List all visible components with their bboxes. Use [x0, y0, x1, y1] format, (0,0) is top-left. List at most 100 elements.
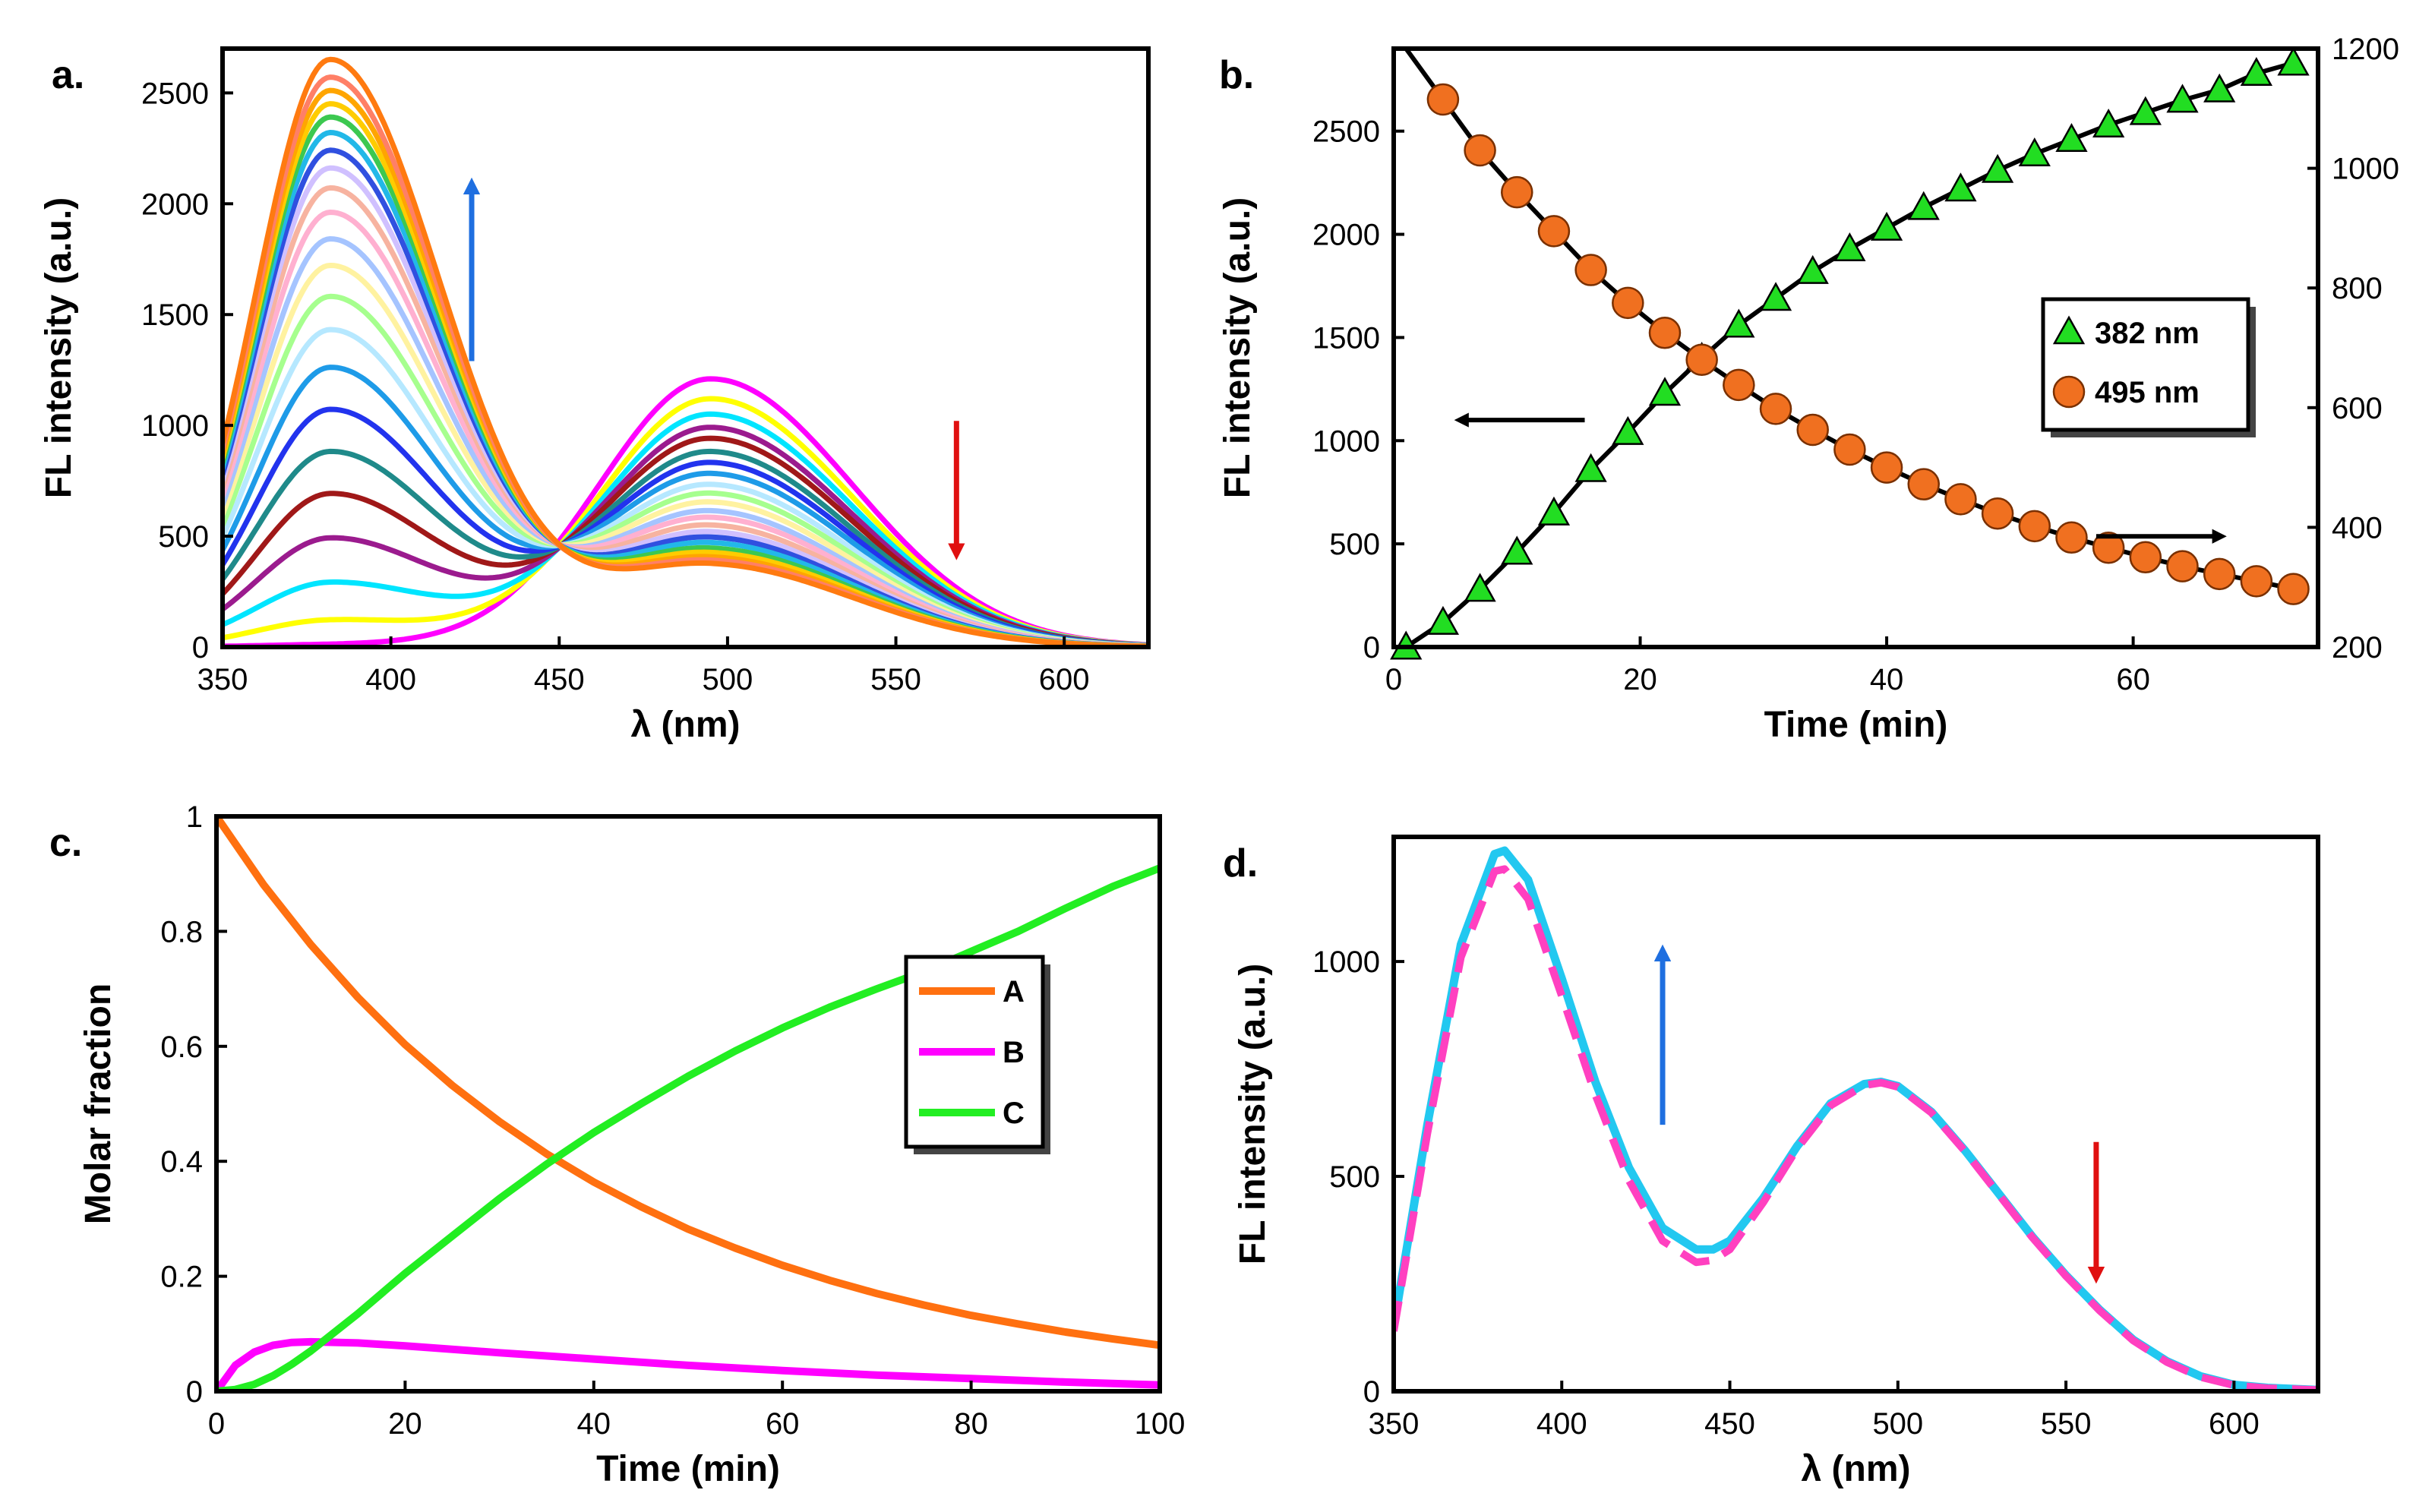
- y-tick-label: 0.8: [160, 915, 203, 949]
- x-tick-label: 550: [870, 663, 921, 696]
- legend: ABC: [904, 955, 1050, 1154]
- circle-marker: [1612, 286, 1644, 320]
- triangle-marker: [2166, 84, 2199, 113]
- triangle-marker: [1464, 573, 1496, 602]
- y-tick-label: 1000: [1312, 945, 1380, 979]
- fit-line: [1394, 846, 2318, 1391]
- spectrum-line: [223, 56, 1148, 647]
- x-tick-label: 40: [1870, 663, 1904, 696]
- x-tick-label: 500: [1872, 1407, 1923, 1441]
- panel-c: 0 20 40 60 80 100 0 0.2 0.4 0.6 0.8 1 Time (min) Mola…: [49, 800, 1185, 1489]
- circle-marker: [1907, 468, 1940, 500]
- triangle-marker: [2277, 46, 2310, 76]
- x-tick-label: 40: [577, 1407, 611, 1441]
- triangle-marker: [2018, 137, 2051, 167]
- y-tick-label: 2500: [1312, 115, 1380, 149]
- plot-frame: [220, 46, 1151, 649]
- circle-marker: [1464, 134, 1496, 167]
- circle-marker: [1648, 317, 1682, 349]
- y-tick-label: 0.2: [160, 1261, 203, 1294]
- y-tick-label: 500: [158, 520, 209, 554]
- x-tick-label: 600: [1039, 663, 1090, 696]
- triangle-marker: [2129, 96, 2162, 125]
- series-line-B: [216, 1337, 1160, 1391]
- y-tick-label: 500: [1329, 1160, 1380, 1194]
- y-axis-label: Molar fraction: [78, 983, 118, 1224]
- panel-label: d.: [1223, 841, 1258, 885]
- y-axis-label: FL intensity (a.u.): [1233, 964, 1273, 1264]
- circle-marker: [1574, 254, 1607, 286]
- legend-label-382: 382 nm: [2095, 317, 2200, 350]
- x-tick-label: 0: [1385, 663, 1402, 696]
- spectrum-line: [223, 293, 1148, 647]
- triangle-marker: [1870, 211, 1903, 241]
- y-tick-label: 0.4: [160, 1145, 203, 1179]
- series-group: [1394, 846, 2318, 1391]
- series-group: [216, 816, 1160, 1391]
- triangle-marker: [1723, 308, 1755, 338]
- y2-tick-label: 400: [2332, 511, 2383, 545]
- circle-marker: [1723, 368, 1755, 402]
- triangle-marker: [1574, 453, 1607, 482]
- triangle-marker: [1426, 605, 1460, 635]
- y-tick-label: 2000: [1312, 219, 1380, 252]
- x-tick-label: 20: [1623, 663, 1657, 696]
- legend-triangle-icon: [2052, 315, 2086, 345]
- circle-marker: [2240, 565, 2273, 598]
- y2-tick-label: 200: [2332, 631, 2383, 664]
- circle-marker: [1944, 483, 1977, 516]
- y2-tick-label: 1000: [2332, 153, 2399, 186]
- triangle-marker: [1612, 415, 1644, 445]
- y-tick-label: 0.6: [160, 1031, 203, 1064]
- triangle-marker: [1759, 282, 1792, 311]
- y-tick-label: 2000: [141, 188, 209, 221]
- y-tick-label: 1500: [141, 298, 209, 332]
- x-axis-label: Time (min): [596, 1449, 780, 1489]
- series-line-A: [216, 816, 1160, 1349]
- triangle-marker: [1833, 232, 1866, 262]
- circle-marker: [1426, 83, 1460, 116]
- legend-label-B: B: [1003, 1036, 1025, 1069]
- circle-marker: [1796, 413, 1829, 447]
- x-tick-label: 600: [2209, 1407, 2260, 1441]
- plot-frame: [1391, 46, 2320, 649]
- legend-circle-icon: [2052, 375, 2086, 409]
- triangle-marker: [2092, 108, 2125, 137]
- circle-marker: [2277, 573, 2310, 605]
- legend-label-495: 495 nm: [2095, 376, 2200, 409]
- x-tick-label: 500: [703, 663, 753, 696]
- legend-box: [2041, 297, 2250, 432]
- y2-tick-label: 800: [2332, 272, 2383, 305]
- triangle-marker: [1981, 153, 2014, 183]
- x-tick-label: 350: [197, 663, 248, 696]
- triangle-marker: [1944, 172, 1977, 202]
- y-tick-label: 1000: [141, 409, 209, 443]
- y-tick-label: 1000: [1312, 425, 1380, 458]
- triangle-marker: [1501, 535, 1533, 565]
- panel-label: a.: [52, 53, 84, 97]
- triangle-marker: [2203, 73, 2236, 103]
- x-tick-label: 0: [208, 1407, 225, 1441]
- y-axis-label: FL intensity (a.u.): [1218, 197, 1258, 498]
- x-tick-label: 80: [954, 1407, 988, 1441]
- triangle-marker: [2055, 122, 2088, 153]
- circle-marker: [2203, 557, 2236, 591]
- x-tick-label: 550: [2041, 1407, 2092, 1441]
- legend: 382 nm 495 nm: [2041, 297, 2256, 437]
- circle-marker: [2055, 521, 2088, 554]
- x-axis-label: λ (nm): [631, 705, 741, 745]
- panel-label: b.: [1219, 53, 1254, 97]
- x-tick-label: 60: [766, 1407, 800, 1441]
- circle-marker: [1759, 393, 1792, 425]
- plot-frame: [214, 814, 1162, 1394]
- triangle-marker: [2240, 57, 2272, 87]
- x-tick-label: 450: [1704, 1407, 1755, 1441]
- y-tick-label: 0: [1363, 1375, 1380, 1409]
- panel-d: 350 400 450 500 550 600 0 500 1000 λ (nm) FL inten…: [1223, 835, 2320, 1489]
- triangle-marker: [1907, 191, 1940, 220]
- plot-frame: [1391, 835, 2320, 1394]
- x-tick-label: 350: [1369, 1407, 1420, 1441]
- y-tick-label: 2500: [141, 77, 209, 110]
